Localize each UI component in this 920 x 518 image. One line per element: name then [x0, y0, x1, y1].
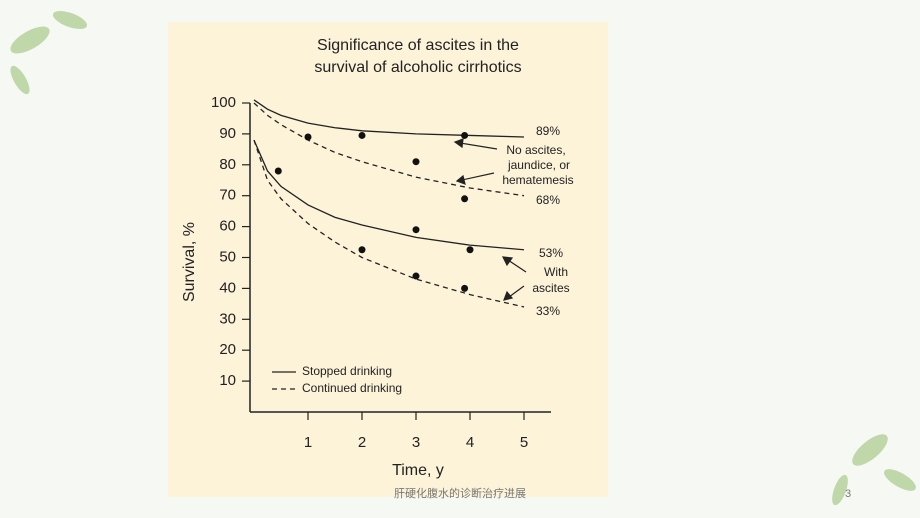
- chart-title: Significance of ascites in the: [317, 37, 519, 54]
- x-tick-label: 3: [412, 434, 420, 451]
- data-point: [461, 131, 469, 139]
- annotation: With: [544, 265, 568, 279]
- annotation: jaundice, or: [507, 158, 570, 172]
- y-tick-label: 100: [211, 94, 236, 111]
- leaf-decoration: [10, 10, 916, 506]
- annotation: 33%: [536, 304, 560, 318]
- y-axis-label: Survival, %: [181, 222, 198, 302]
- data-point: [466, 246, 474, 254]
- data-point: [412, 226, 420, 234]
- legend-label: Continued drinking: [302, 381, 402, 395]
- chart-panel: [168, 22, 608, 497]
- annotation: hematemesis: [502, 173, 573, 187]
- chart-title: survival of alcoholic cirrhotics: [314, 59, 521, 76]
- data-point: [412, 158, 420, 166]
- data-point: [461, 195, 469, 203]
- y-tick-label: 70: [219, 187, 236, 204]
- line-series: [253, 139, 525, 308]
- y-tick-label: 50: [219, 248, 236, 265]
- data-point: [274, 167, 282, 175]
- legend-label: Stopped drinking: [302, 364, 392, 378]
- arrows: [453, 138, 527, 301]
- line-series: [253, 102, 525, 197]
- annotation: No ascites,: [506, 143, 565, 157]
- data-point: [304, 133, 312, 141]
- line-series: [253, 139, 525, 251]
- footer-text: 肝硬化腹水的诊断治疗进展: [394, 486, 526, 500]
- annotation: 53%: [539, 246, 563, 260]
- y-tick-label: 90: [219, 125, 236, 142]
- y-tick-label: 40: [219, 279, 236, 296]
- annotation: 68%: [536, 193, 560, 207]
- y-tick-label: 60: [219, 218, 236, 235]
- data-point: [358, 131, 366, 139]
- x-tick-label: 1: [304, 434, 312, 451]
- y-tick-label: 80: [219, 156, 236, 173]
- annotation: ascites: [532, 281, 569, 295]
- page-number: 3: [845, 488, 851, 500]
- y-tick-label: 20: [219, 341, 236, 358]
- y-tick-label: 30: [219, 310, 236, 327]
- y-tick-label: 10: [219, 372, 236, 389]
- x-tick-label: 2: [358, 434, 366, 451]
- x-tick-label: 4: [466, 434, 474, 451]
- annotation: 89%: [536, 124, 560, 138]
- line-series: [253, 99, 525, 138]
- data-point: [412, 272, 420, 280]
- data-point: [461, 284, 469, 292]
- x-tick-label: 5: [520, 434, 528, 451]
- data-point: [358, 246, 366, 254]
- x-axis-label: Time, y: [392, 462, 444, 479]
